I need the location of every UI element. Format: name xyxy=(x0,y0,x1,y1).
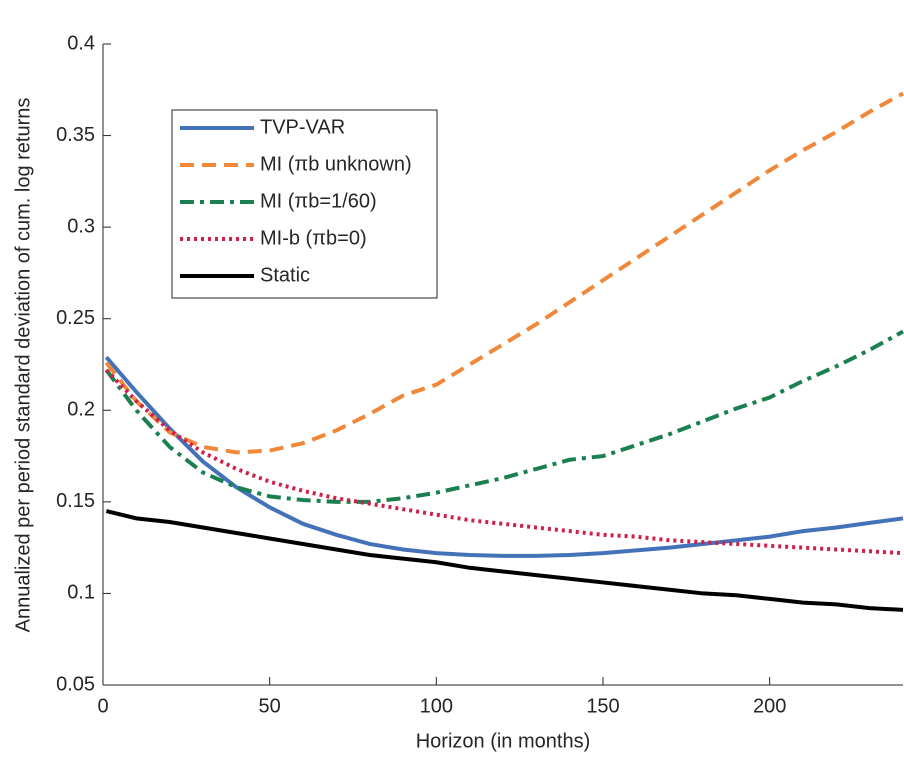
y-tick-label: 0.25 xyxy=(56,307,95,329)
line-series xyxy=(104,329,904,504)
y-tick-label: 0.35 xyxy=(56,124,95,146)
legend-label: MI-b (πb=0) xyxy=(260,227,367,249)
line-series xyxy=(104,368,904,556)
x-tick-label: 50 xyxy=(259,695,281,717)
x-tick-label: 200 xyxy=(753,695,786,717)
y-tick-label: 0.1 xyxy=(67,582,95,604)
legend-label: TVP-VAR xyxy=(260,116,345,138)
x-tick-label: 150 xyxy=(586,695,619,717)
y-tick-label: 0.4 xyxy=(67,32,95,54)
line-series xyxy=(104,355,904,558)
legend-label: Static xyxy=(260,264,310,286)
y-tick-label: 0.05 xyxy=(56,673,95,695)
x-tick-label: 0 xyxy=(97,695,108,717)
line-series xyxy=(105,509,904,612)
legend-label: MI (πb unknown) xyxy=(260,153,412,175)
y-tick-label: 0.2 xyxy=(67,399,95,421)
legend-label: MI (πb=1/60) xyxy=(260,190,377,212)
x-axis-label: Horizon (in months) xyxy=(416,730,591,752)
y-tick-label: 0.15 xyxy=(56,490,95,512)
x-tick-label: 100 xyxy=(420,695,453,717)
y-axis-label: Annualized per period standard deviation… xyxy=(12,98,34,633)
y-tick-label: 0.3 xyxy=(67,215,95,237)
line-series xyxy=(104,91,904,455)
